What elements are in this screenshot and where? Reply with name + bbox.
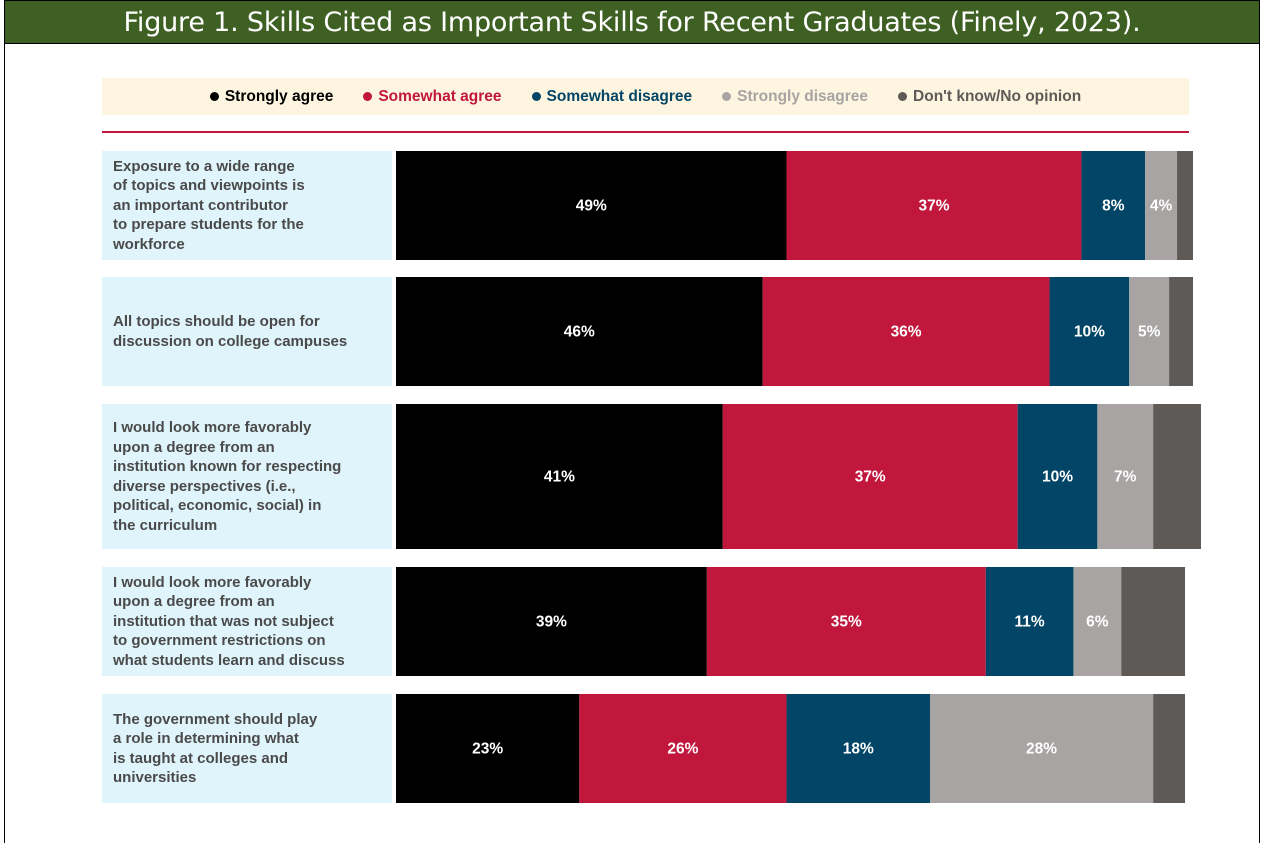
bar-segment-2-3 [1097, 404, 1154, 549]
bar-segment-0-1 [786, 151, 1082, 260]
legend-label: Strongly disagree [737, 87, 869, 105]
bar-segment-3-0 [396, 567, 707, 676]
bar-segment-3-3 [1073, 567, 1122, 676]
data-label-2-2: 10% [1042, 469, 1073, 486]
legend-label: Don't know/No opinion [913, 87, 1082, 105]
data-label-0-0: 49% [576, 198, 607, 215]
data-label-4-1: 26% [667, 741, 698, 758]
bar-segment-3-4 [1121, 567, 1186, 676]
row-label-3: I would look more favorably upon a degre… [102, 567, 392, 676]
bar-segment-0-3 [1145, 151, 1178, 260]
data-label-3-2: 11% [1015, 614, 1045, 631]
data-label-1-0: 46% [564, 324, 595, 341]
bar-segment-3-1 [706, 567, 986, 676]
legend-item-2: Somewhat disagree [531, 87, 693, 106]
data-label-3-0: 39% [536, 614, 567, 631]
legend-label: Strongly agree [224, 87, 334, 105]
row-label-4: The government should play a role in det… [102, 694, 392, 803]
bar-segment-4-3 [929, 694, 1154, 803]
row-label-0: Exposure to a wide range of topics and v… [102, 151, 392, 260]
bar-segment-2-2 [1017, 404, 1098, 549]
legend-item-3: Strongly disagree [722, 88, 868, 106]
figure-title: Figure 1. Skills Cited as Important Skil… [5, 1, 1259, 44]
data-label-0-3: 4% [1150, 198, 1173, 215]
data-label-0-2: 8% [1102, 198, 1125, 215]
data-label-0-1: 37% [918, 198, 949, 215]
data-label-4-2: 18% [843, 741, 874, 758]
row-label-2: I would look more favorably upon a degre… [102, 404, 392, 549]
data-label-3-1: 35% [831, 614, 862, 631]
bar-segment-0-0 [396, 151, 787, 260]
legend-swatch [898, 92, 908, 101]
bar-segment-3-2 [985, 567, 1074, 676]
bar-segment-2-0 [396, 404, 723, 549]
bar-segment-2-4 [1153, 404, 1201, 549]
row-label-1: All topics should be open for discussion… [102, 277, 392, 386]
bar-segment-1-2 [1049, 277, 1130, 386]
legend-swatch [722, 92, 732, 101]
legend-swatch [531, 92, 541, 101]
legend-swatch [209, 92, 219, 101]
legend-divider [102, 131, 1189, 133]
legend-item-4: Don't know/No opinion [898, 88, 1081, 106]
data-label-1-2: 10% [1074, 324, 1105, 341]
data-label-2-0: 41% [544, 469, 575, 486]
chart-legend: Strongly agree Somewhat agree Somewhat dis… [102, 78, 1189, 115]
data-label-2-3: 7% [1114, 469, 1137, 486]
bar-segment-2-1 [722, 404, 1018, 549]
bar-segment-1-0 [396, 277, 763, 386]
bar-segment-4-1 [579, 694, 787, 803]
data-label-4-0: 23% [472, 741, 503, 758]
legend-label: Somewhat disagree [546, 87, 693, 105]
legend-item-0: Strongly agree [209, 87, 334, 106]
data-label-3-3: 6% [1086, 614, 1109, 631]
bar-segment-0-4 [1177, 151, 1193, 260]
legend-item-1: Somewhat agree [363, 87, 502, 106]
legend-label: Somewhat agree [378, 87, 502, 105]
data-label-1-3: 5% [1138, 324, 1161, 341]
legend-swatch [363, 92, 373, 101]
bar-segment-1-4 [1169, 277, 1193, 386]
data-label-2-1: 37% [855, 469, 886, 486]
bar-segment-1-1 [762, 277, 1050, 386]
bar-segment-4-0 [396, 694, 580, 803]
bar-segment-0-2 [1081, 151, 1146, 260]
bar-segment-4-4 [1153, 694, 1186, 803]
bar-segment-4-2 [786, 694, 930, 803]
bar-segment-1-3 [1129, 277, 1170, 386]
data-label-1-1: 36% [891, 324, 922, 341]
data-label-4-3: 28% [1026, 741, 1057, 758]
